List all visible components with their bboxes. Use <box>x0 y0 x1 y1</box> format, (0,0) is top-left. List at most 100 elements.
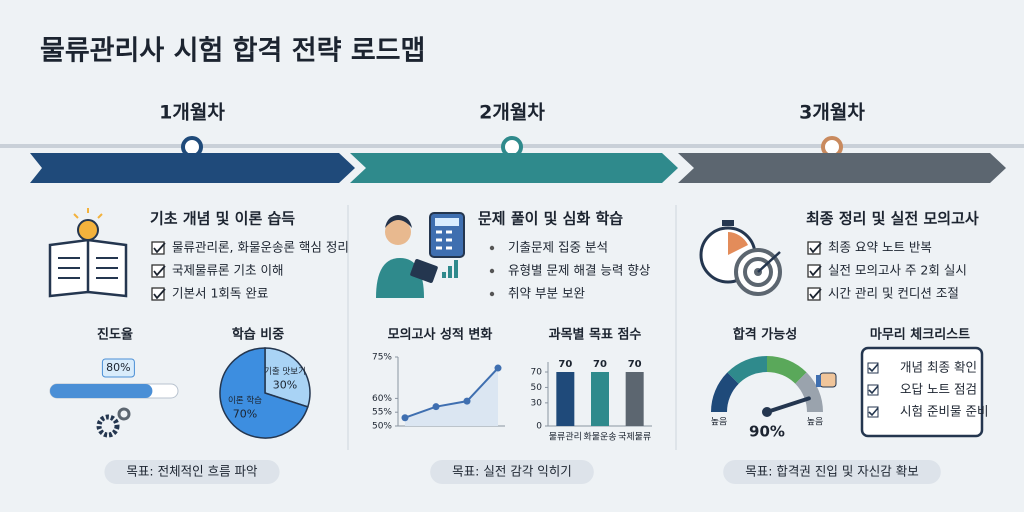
slice-value: 30% <box>273 378 297 391</box>
goal-text: 목표: 전체적인 흐름 파악 <box>126 464 258 479</box>
phase-item: 유형별 문제 해결 능력 향상 <box>508 263 651 278</box>
chart-title: 학습 비중 <box>232 327 284 343</box>
gauge-segment <box>766 356 807 384</box>
page-title: 물류관리사 시험 합격 전략 로드맵 <box>40 36 425 67</box>
bar-value: 70 <box>593 359 607 370</box>
clipboard <box>860 346 984 438</box>
checkmark <box>809 265 822 277</box>
bar-value: 70 <box>628 359 642 370</box>
gauge-segment <box>711 372 739 413</box>
bullet <box>489 291 495 297</box>
icon-part <box>819 372 837 388</box>
pie-slice <box>264 347 311 408</box>
chart-title: 과목별 목표 점수 <box>549 327 642 343</box>
phase-item: 기본서 1회독 완료 <box>172 286 268 301</box>
gauge-max-label: 높음 <box>807 417 824 428</box>
gauge-hub <box>762 407 772 417</box>
chart-title: 마무리 체크리스트 <box>870 327 970 343</box>
bullet <box>489 245 495 251</box>
checklist-item: 시험 준비물 준비 <box>900 404 988 419</box>
chart-title: 진도율 <box>97 327 133 343</box>
icon-part <box>73 208 103 219</box>
phase-item: 물류관리론, 화물운송론 핵심 정리 <box>172 240 349 255</box>
phase-banner <box>678 153 1006 183</box>
x-tick-label: 화물운송 <box>583 432 616 443</box>
chart-title: 모의고사 성적 변화 <box>388 327 493 343</box>
checkbox <box>867 384 879 396</box>
bar-value: 70 <box>558 359 572 370</box>
book-icon <box>48 208 128 298</box>
slice-value: 70% <box>233 408 257 421</box>
icon-part <box>376 258 424 298</box>
checkmark <box>153 265 166 277</box>
phase-item: 기출문제 집중 분석 <box>508 240 608 255</box>
value-bubble <box>101 358 135 378</box>
phase-heading: 기초 개념 및 이론 습득 <box>150 210 295 228</box>
line-area <box>405 368 498 426</box>
icon-part <box>385 215 412 228</box>
checklist-item: 오답 노트 점검 <box>900 382 977 397</box>
bar <box>591 372 609 426</box>
checkbox <box>807 241 821 255</box>
progress-fill <box>50 384 153 398</box>
icon-part <box>757 251 781 273</box>
line-point <box>432 403 440 411</box>
thumb-icon <box>816 372 837 388</box>
phase-heading: 최종 정리 및 실전 모의고사 <box>806 210 979 228</box>
goal-pill <box>430 460 594 484</box>
checkmark <box>809 288 822 300</box>
icon-part <box>410 259 438 283</box>
icon-part <box>435 218 459 226</box>
gauge-segment <box>795 372 823 413</box>
gauge-needle <box>765 396 811 414</box>
phase-item: 시간 관리 및 컨디션 조절 <box>828 286 959 301</box>
y-tick-label: 50 <box>531 383 543 393</box>
phase-item: 실전 모의고사 주 2회 실시 <box>828 263 967 278</box>
y-tick-label: 75% <box>372 353 392 363</box>
line-path <box>404 367 499 419</box>
goal-text: 목표: 합격권 진입 및 자신감 확보 <box>745 464 919 479</box>
checkbox <box>151 287 165 301</box>
value-label: 80% <box>106 361 130 374</box>
slice-label: 이론 학습 <box>228 395 262 406</box>
bar <box>625 372 644 426</box>
checkbox <box>867 362 879 374</box>
checkmark <box>868 363 879 373</box>
checkbox <box>151 264 165 278</box>
stopwatch-icon <box>699 220 782 296</box>
bullet <box>489 268 495 274</box>
phase-heading: 문제 풀이 및 심화 학습 <box>478 210 623 228</box>
phase-item: 국제물류론 기초 이해 <box>172 263 283 278</box>
checklist-item: 개념 최종 확인 <box>900 360 977 375</box>
line-point <box>463 397 471 405</box>
month-label: 1개월차 <box>159 102 225 124</box>
goal-pill <box>104 460 280 484</box>
icon-part <box>722 220 734 226</box>
y-tick-label: 60% <box>372 394 392 404</box>
checkmark <box>809 242 822 254</box>
y-tick-label: 55% <box>372 408 392 418</box>
pie-slice <box>219 347 309 439</box>
bar <box>556 372 575 426</box>
x-tick-label: 물류관리 <box>549 432 582 443</box>
y-tick-label: 70 <box>531 368 543 378</box>
icon-part <box>436 230 452 250</box>
student-icon <box>376 212 465 298</box>
phase-banner <box>30 153 355 183</box>
checkbox <box>151 241 165 255</box>
phase-banner <box>350 153 678 183</box>
checkmark <box>868 407 879 417</box>
checkbox <box>807 264 821 278</box>
checkbox <box>867 406 879 418</box>
icon-part <box>96 414 120 438</box>
gauge-value: 90% <box>749 423 785 441</box>
slice-label: 기출 맛보기 <box>264 366 306 377</box>
phase-item: 최종 요약 노트 반복 <box>828 240 932 255</box>
checkmark <box>153 288 166 300</box>
line-point <box>401 414 409 422</box>
y-tick-label: 30 <box>531 398 543 408</box>
goal-text: 목표: 실전 감각 익히기 <box>452 464 572 479</box>
month-label: 3개월차 <box>799 102 865 124</box>
